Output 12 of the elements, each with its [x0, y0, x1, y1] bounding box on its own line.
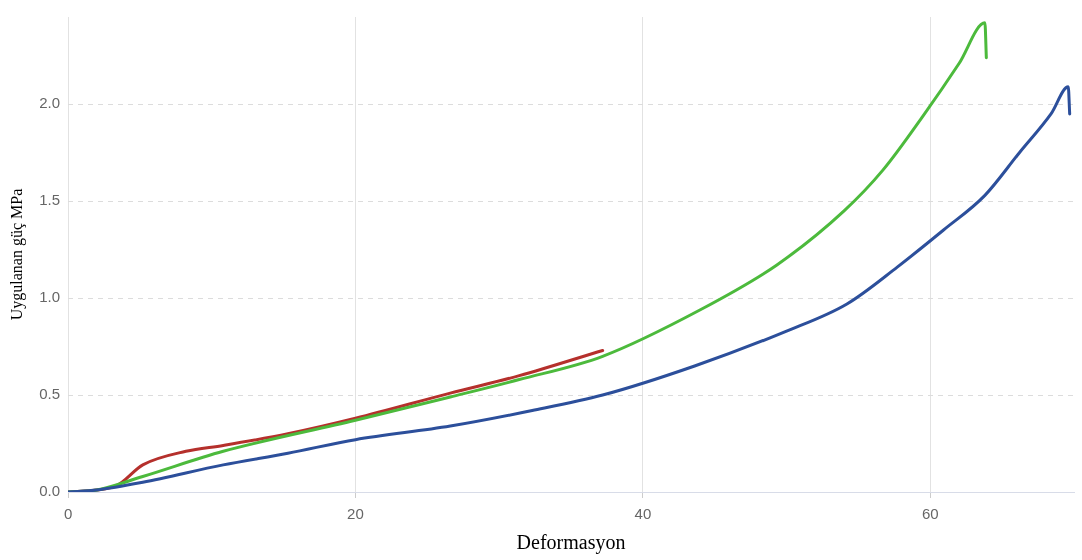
y-tick-label: 1.5: [39, 191, 61, 209]
y-tick-label: 0.5: [39, 385, 61, 403]
x-tick-label: 60: [921, 505, 939, 523]
y-axis-title: Uygulanan güç MPa: [7, 188, 26, 321]
y-tick-label: 0.0: [39, 482, 61, 500]
x-tick-label: 20: [347, 505, 364, 523]
line-series: [68, 85, 1072, 492]
x-axis-title: Deformasyon: [516, 531, 626, 555]
y-tick-label: 1.0: [39, 288, 61, 306]
y-tick-label: 2.0: [39, 94, 61, 112]
x-tick-label: 0: [63, 505, 73, 523]
x-tick-label: 40: [634, 505, 652, 523]
